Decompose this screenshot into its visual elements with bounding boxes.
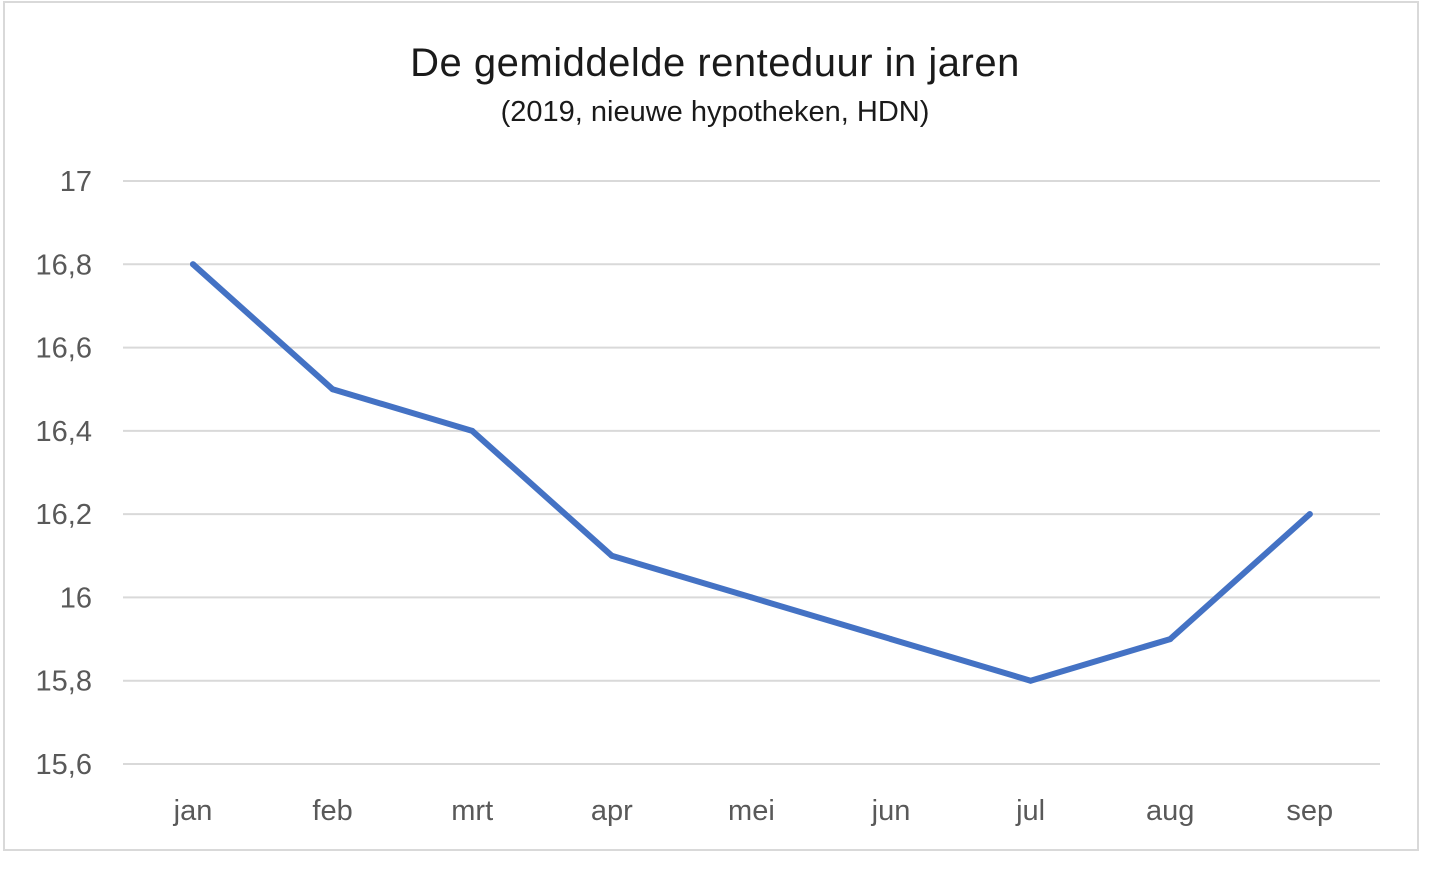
y-tick-label: 16,6 <box>36 333 92 365</box>
y-tick-label: 16,2 <box>36 499 92 531</box>
data-point <box>1167 636 1174 643</box>
x-tick-label: mei <box>728 795 775 827</box>
x-tick-label: sep <box>1286 795 1333 827</box>
y-tick-label: 17 <box>60 166 92 198</box>
data-point <box>608 552 615 559</box>
data-point <box>1306 511 1313 518</box>
y-tick-label: 15,6 <box>36 749 92 781</box>
x-tick-label: apr <box>591 795 633 827</box>
series-line <box>190 261 1313 684</box>
chart-frame: De gemiddelde renteduur in jaren (2019, … <box>3 1 1419 851</box>
gridlines <box>123 180 1380 765</box>
x-tick-label: jan <box>173 795 213 827</box>
data-point <box>329 386 336 393</box>
data-point <box>469 427 476 434</box>
chart-title: De gemiddelde renteduur in jaren <box>410 41 1020 85</box>
data-point <box>888 636 894 643</box>
data-point <box>748 594 755 601</box>
y-tick-label: 15,8 <box>36 666 92 698</box>
data-point <box>190 261 196 268</box>
x-tick-label: mrt <box>451 795 493 827</box>
y-tick-label: 16,4 <box>36 416 92 448</box>
x-tick-label: aug <box>1146 795 1194 827</box>
x-tick-label: feb <box>312 795 352 827</box>
series-layer <box>190 261 1313 684</box>
x-tick-label: jun <box>871 795 911 827</box>
x-axis-ticks: jan feb mrt apr mei jun jul aug sep <box>173 795 1334 827</box>
y-axis-ticks: 15,6 15,8 16 16,2 16,4 16,6 16,8 17 <box>36 166 92 781</box>
x-tick-label: jul <box>1015 795 1045 827</box>
y-tick-label: 16 <box>60 582 92 614</box>
chart-subtitle: (2019, nieuwe hypotheken, HDN) <box>500 96 930 128</box>
data-point <box>1027 677 1034 684</box>
y-tick-label: 16,8 <box>36 249 92 281</box>
